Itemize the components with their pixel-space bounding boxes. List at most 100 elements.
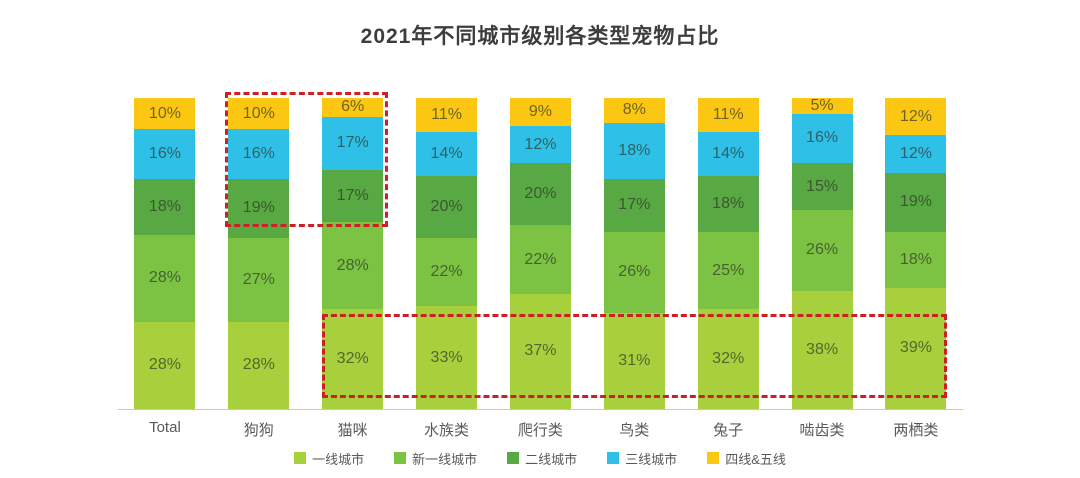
segment-四线&五线: 9% (509, 98, 571, 126)
segment-value-label: 31% (618, 351, 651, 369)
segment-value-label: 37% (524, 342, 557, 360)
segment-value-label: 16% (242, 144, 275, 162)
legend-swatch-icon (607, 452, 620, 464)
bar-爬行类: 9% 12% 20% 22% 37% (509, 98, 571, 409)
segment-value-label: 16% (148, 144, 181, 162)
segment-value-label: 12% (899, 144, 932, 162)
segment-四线&五线: 5% (791, 96, 853, 114)
x-axis-label-Total: Total (149, 419, 181, 436)
segment-value-label: 17% (336, 134, 369, 152)
segment-二线城市: 20% (416, 175, 478, 238)
segment-value-label: 16% (806, 129, 839, 147)
segment-value-label: 25% (712, 261, 745, 279)
legend: 一线城市 新一线城市 二线城市 三线城市 四线&五线 (0, 449, 1080, 467)
segment-二线城市: 19% (228, 178, 290, 238)
plot-area: 10% 16% 18% 28% 28% 10% 16% 19% 27% 28% 6% 17% 17% 28… (118, 96, 963, 410)
segment-value-label: 9% (528, 102, 552, 120)
bar-鸟类: 8% 18% 17% 26% 31% (603, 98, 665, 409)
segment-value-label: 18% (712, 194, 745, 212)
segment-一线城市: 31% (603, 312, 665, 409)
legend-item-三线城市: 三线城市 (607, 449, 677, 468)
segment-四线&五线: 10% (134, 98, 196, 130)
legend-item-四线&五线: 四线&五线 (707, 449, 786, 468)
legend-swatch-icon (707, 452, 720, 464)
segment-新一线城市: 26% (603, 231, 665, 313)
segment-一线城市: 37% (509, 293, 571, 409)
segment-value-label: 8% (622, 101, 646, 119)
bar-兔子: 11% 14% 18% 25% 32% (697, 98, 759, 409)
segment-二线城市: 18% (134, 178, 196, 235)
segment-value-label: 28% (148, 269, 181, 287)
segment-三线城市: 12% (885, 135, 947, 173)
segment-新一线城市: 18% (885, 231, 947, 288)
legend-swatch-icon (507, 452, 520, 464)
segment-value-label: 18% (618, 141, 651, 159)
legend-item-一线城市: 一线城市 (294, 449, 364, 468)
segment-value-label: 19% (242, 199, 275, 217)
segment-value-label: 17% (618, 196, 651, 214)
legend-item-新一线城市: 新一线城市 (394, 449, 477, 468)
legend-swatch-icon (394, 452, 407, 464)
legend-label: 新一线城市 (412, 451, 478, 467)
legend-label: 四线&五线 (725, 451, 786, 467)
segment-value-label: 18% (148, 197, 181, 215)
segment-value-label: 11% (712, 106, 744, 124)
segment-三线城市: 16% (134, 129, 196, 179)
x-axis-label-爬行类: 爬行类 (517, 422, 563, 439)
segment-value-label: 11% (431, 106, 462, 124)
segment-value-label: 28% (242, 356, 275, 374)
segment-一线城市: 28% (134, 321, 196, 409)
segment-value-label: 22% (430, 263, 463, 281)
x-axis-label-猫咪: 猫咪 (337, 422, 368, 439)
x-axis-label-兔子: 兔子 (713, 422, 744, 439)
bar-两栖类: 12% 12% 19% 18% 39% (885, 98, 947, 409)
segment-新一线城市: 27% (228, 237, 290, 322)
chart-title: 2021年不同城市级别各类型宠物占比 (360, 25, 720, 48)
segment-三线城市: 12% (509, 125, 571, 164)
segment-value-label: 14% (712, 144, 745, 162)
segment-新一线城市: 28% (134, 234, 196, 322)
x-axis-label-水族类: 水族类 (424, 422, 470, 439)
segment-一线城市: 32% (322, 309, 384, 409)
segment-新一线城市: 22% (416, 237, 478, 307)
segment-三线城市: 17% (322, 116, 384, 170)
segment-value-label: 6% (341, 98, 365, 116)
segment-value-label: 28% (336, 256, 369, 274)
segment-value-label: 22% (524, 250, 557, 268)
bar-猫咪: 6% 17% 17% 28% 32% (322, 98, 384, 409)
segment-三线城市: 16% (791, 113, 853, 164)
segment-value-label: 19% (899, 193, 932, 211)
x-axis-label-啮齿类: 啮齿类 (799, 422, 845, 439)
legend-label: 三线城市 (625, 451, 678, 467)
segment-value-label: 12% (524, 135, 557, 153)
segment-二线城市: 17% (603, 178, 665, 232)
legend-swatch-icon (294, 452, 307, 464)
segment-value-label: 26% (806, 241, 839, 259)
segment-三线城市: 18% (603, 122, 665, 179)
segment-value-label: 33% (430, 348, 463, 366)
segment-value-label: 20% (430, 197, 463, 215)
segment-value-label: 27% (242, 270, 275, 288)
segment-一线城市: 38% (791, 290, 853, 409)
segment-新一线城市: 25% (697, 231, 759, 310)
segment-一线城市: 28% (228, 321, 290, 409)
segment-二线城市: 17% (322, 169, 384, 223)
legend-item-二线城市: 二线城市 (507, 449, 577, 468)
segment-value-label: 28% (148, 356, 181, 374)
segment-value-label: 38% (806, 340, 839, 358)
bar-Total: 10% 16% 18% 28% 28% (134, 98, 196, 409)
x-axis-label-两栖类: 两栖类 (893, 422, 939, 439)
segment-二线城市: 15% (791, 163, 853, 210)
segment-value-label: 32% (712, 350, 745, 368)
segment-新一线城市: 26% (791, 209, 853, 291)
segment-value-label: 39% (899, 339, 932, 357)
segment-value-label: 14% (430, 144, 463, 162)
segment-二线城市: 19% (885, 172, 947, 232)
segment-value-label: 15% (806, 177, 839, 195)
segment-四线&五线: 11% (416, 98, 478, 133)
segment-二线城市: 20% (509, 163, 571, 226)
legend-label: 二线城市 (525, 451, 578, 467)
segment-value-label: 5% (810, 96, 834, 114)
segment-新一线城市: 28% (322, 222, 384, 310)
